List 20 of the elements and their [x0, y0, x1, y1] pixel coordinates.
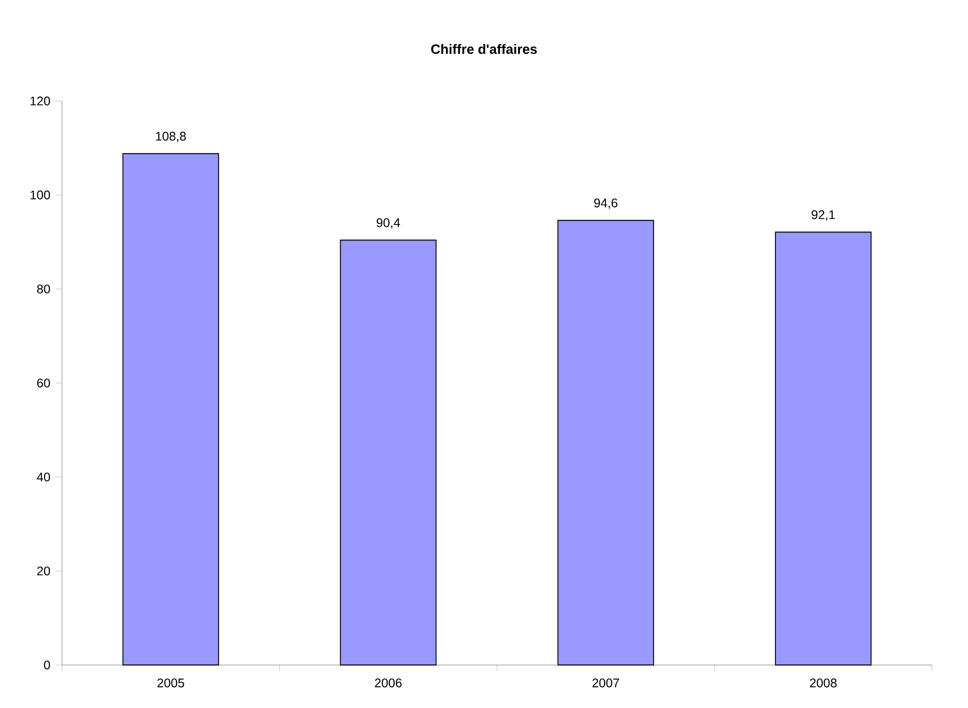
y-tick-label: 20 — [37, 566, 50, 576]
y-tick-label: 80 — [37, 284, 50, 294]
x-tick-label: 2007 — [592, 678, 620, 688]
data-label: 90,4 — [376, 218, 400, 229]
bar — [340, 240, 437, 666]
bar — [122, 153, 220, 666]
bar — [774, 232, 872, 666]
y-tick-label: 40 — [36, 472, 50, 482]
data-label: 108,8 — [156, 132, 186, 142]
data-label: 94,6 — [594, 198, 618, 209]
y-tick-label: 100 — [30, 190, 50, 200]
y-tick-label: 60 — [37, 378, 50, 388]
y-tick-label: 120 — [30, 96, 50, 106]
data-label: 92,1 — [812, 210, 835, 221]
x-tick-label: 2006 — [374, 678, 402, 688]
x-tick-label: 2008 — [810, 678, 837, 688]
x-tick-label: 2005 — [157, 678, 184, 688]
bar — [557, 220, 654, 666]
chart-title: Chiffre d'affaires — [431, 44, 537, 54]
y-tick-label: 0 — [44, 660, 50, 670]
